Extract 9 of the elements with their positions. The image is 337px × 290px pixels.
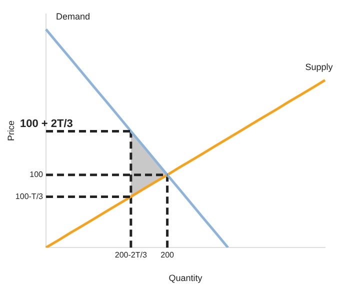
series-label: Demand	[56, 11, 90, 22]
x-axis-title: Quantity	[168, 273, 203, 284]
series-label: 100 + 2T/3	[20, 118, 73, 130]
series-label: 100	[30, 170, 44, 180]
x-tick-label: 200-2T/3	[114, 250, 148, 260]
y-axis-title: Price	[6, 120, 16, 142]
series-label: Supply	[305, 62, 334, 72]
series-label: 100-T/3	[15, 192, 44, 201]
x-tick-label: 200	[160, 250, 175, 260]
